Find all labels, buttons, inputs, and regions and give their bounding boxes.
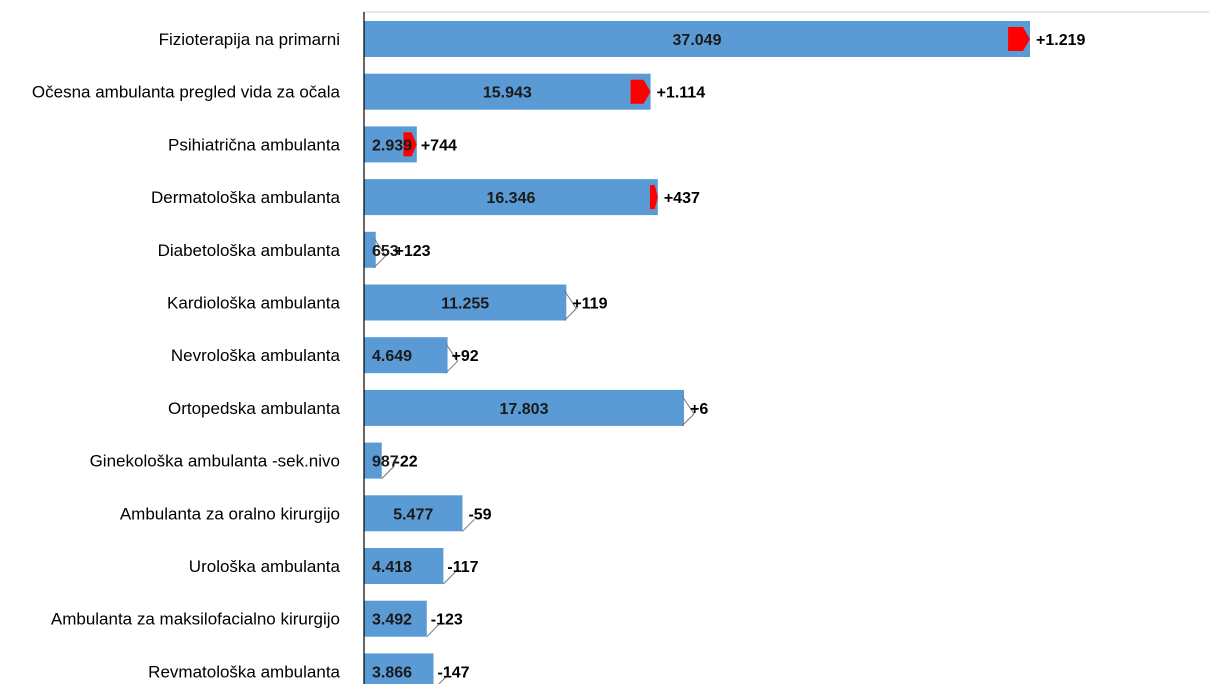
value-label-0: 37.049 [673, 32, 722, 49]
category-label-5: Kardiološka ambulanta [167, 294, 340, 313]
change-marker-6 [445, 342, 459, 374]
category-label-11: Ambulanta za maksilofacialno kirurgijo [51, 610, 340, 629]
change-marker-1 [630, 79, 651, 104]
change-marker-3 [649, 185, 658, 210]
change-label-8: -22 [395, 454, 418, 471]
value-label-5: 11.255 [441, 296, 489, 313]
bar-8 [364, 442, 382, 479]
change-label-3: +437 [664, 190, 700, 207]
category-label-3: Dermatološka ambulanta [151, 188, 341, 207]
value-label-1: 15.943 [483, 85, 532, 102]
bar-10 [364, 548, 444, 584]
category-label-7: Ortopedska ambulanta [168, 399, 341, 418]
labels-group: Fizioterapija na primarni 37.049 +1.219 Oče… [32, 30, 1086, 681]
category-label-1: Očesna ambulanta pregled vida za očala [32, 83, 341, 102]
value-label-10: 4.418 [372, 559, 412, 576]
value-label-6: 4.649 [372, 348, 412, 365]
change-marker-0 [1008, 27, 1030, 51]
change-label-9: -59 [468, 506, 491, 523]
bar-3 [364, 179, 658, 216]
category-label-9: Ambulanta za oralno kirurgijo [120, 504, 340, 523]
change-label-7: +6 [690, 401, 708, 418]
value-label-12: 3.866 [372, 664, 412, 681]
value-label-11: 3.492 [372, 612, 412, 629]
change-label-11: -123 [431, 612, 463, 629]
change-marker-4 [373, 237, 387, 269]
bars-group [364, 21, 1030, 684]
change-label-0: +1.219 [1036, 32, 1085, 49]
change-marker-9 [462, 518, 475, 532]
change-marker-11 [426, 624, 440, 638]
bar-6 [364, 337, 448, 374]
category-label-4: Diabetološka ambulanta [158, 241, 341, 260]
category-label-8: Ginekološka ambulanta -sek.nivo [90, 452, 340, 471]
change-label-5: +119 [572, 296, 607, 313]
bar-12 [364, 653, 434, 684]
bar-11 [364, 600, 427, 637]
change-label-12: -147 [437, 664, 469, 681]
bar-1 [364, 73, 651, 110]
bar-7 [364, 389, 685, 426]
change-marker-7 [681, 395, 695, 427]
category-label-6: Nevrološka ambulanta [171, 346, 341, 365]
value-label-8: 987 [372, 454, 399, 471]
bar-5 [364, 284, 567, 321]
category-label-12: Revmatološka ambulanta [148, 662, 340, 681]
change-label-6: +92 [452, 348, 479, 365]
bar-0 [364, 21, 1030, 57]
change-marker-10 [443, 571, 456, 585]
category-label-0: Fizioterapija na primarni [159, 30, 340, 49]
change-marker-5 [563, 290, 577, 321]
change-label-4: +123 [395, 243, 431, 260]
value-label-3: 16.346 [486, 190, 535, 207]
bar-4 [364, 231, 376, 268]
value-label-7: 17.803 [500, 401, 549, 418]
value-label-2: 2.939 [372, 137, 412, 154]
change-label-10: -117 [447, 559, 478, 576]
category-label-2: Psihiatrična ambulanta [168, 135, 341, 154]
category-label-10: Urološka ambulanta [189, 557, 341, 576]
change-label-1: +1.114 [657, 85, 706, 102]
value-label-9: 5.477 [393, 506, 433, 523]
bar-9 [364, 495, 463, 532]
change-label-2: +744 [421, 137, 457, 154]
change-marker-2 [403, 132, 417, 157]
value-label-4: 653 [372, 243, 399, 260]
change-marker-8 [381, 466, 395, 479]
change-marker-12 [438, 677, 446, 684]
